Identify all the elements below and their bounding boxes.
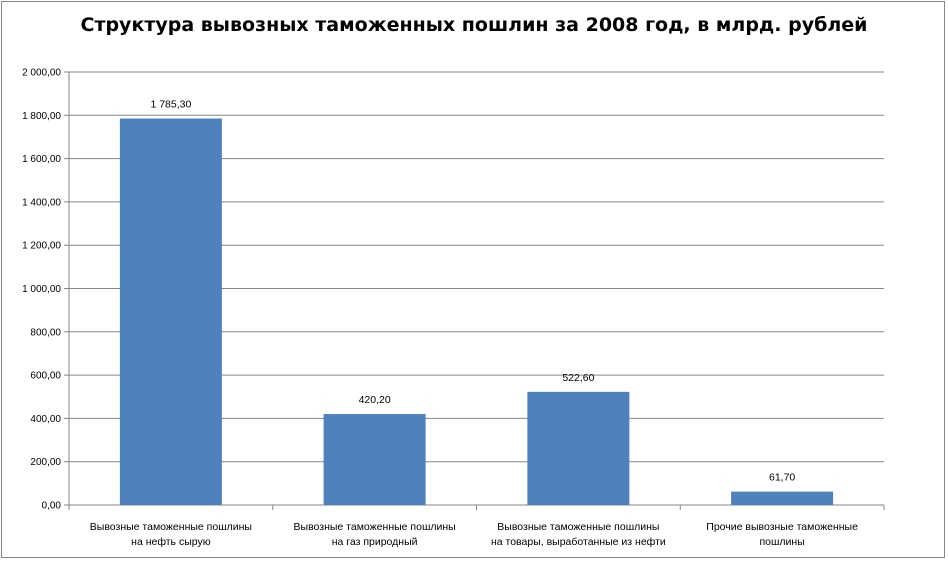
x-tick-label: Вывозные таможенные пошлины [497, 521, 659, 533]
y-tick-label: 1 600,00 [22, 154, 61, 165]
y-tick-label: 200,00 [30, 457, 61, 468]
data-label: 1 785,30 [150, 98, 191, 110]
x-tick-label: Прочие вывозные таможенные [706, 521, 858, 533]
data-label: 522,60 [562, 372, 594, 384]
y-tick-label: 800,00 [30, 327, 61, 338]
chart-title: Структура вывозных таможенных пошлин за … [80, 14, 868, 36]
x-tick-label: Вывозные таможенные пошлины [294, 521, 456, 533]
y-tick-label: 400,00 [30, 414, 61, 425]
bar [323, 414, 426, 505]
bar [731, 491, 834, 505]
y-tick-label: 0,00 [42, 501, 62, 512]
x-tick-label: на товары, выработанные из нефти [491, 536, 666, 548]
y-tick-label: 1 800,00 [22, 111, 61, 122]
data-label: 61,70 [769, 472, 795, 484]
y-tick-label: 2 000,00 [22, 68, 61, 79]
bar [527, 391, 630, 505]
y-tick-label: 600,00 [30, 371, 61, 382]
x-tick-label: на нефть сырую [131, 536, 211, 548]
y-tick-label: 1 200,00 [22, 241, 61, 252]
bar [119, 118, 222, 506]
x-tick-label: на газ природный [332, 536, 418, 548]
x-tick-label: Вывозные таможенные пошлины [90, 521, 252, 533]
data-label: 420,20 [359, 394, 391, 406]
y-tick-label: 1 400,00 [22, 197, 61, 208]
y-tick-label: 1 000,00 [22, 284, 61, 295]
x-tick-label: пошлины [759, 536, 804, 548]
